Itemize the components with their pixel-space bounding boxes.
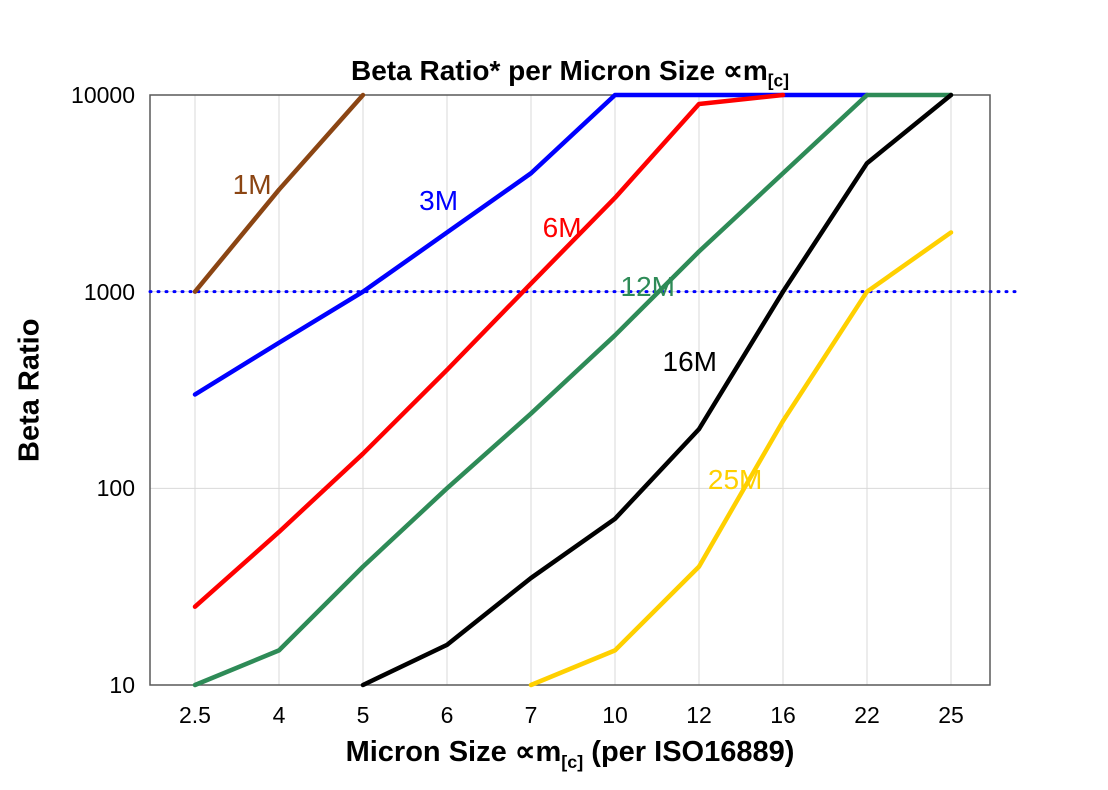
y-tick-label: 100 bbox=[96, 475, 135, 502]
x-tick-label: 16 bbox=[770, 702, 796, 728]
series-label-25M: 25M bbox=[707, 464, 763, 496]
y-tick-label: 1000 bbox=[83, 278, 135, 305]
x-tick-label: 2.5 bbox=[179, 702, 211, 728]
x-tick-label: 4 bbox=[272, 702, 286, 728]
x-tick-label: 7 bbox=[524, 702, 538, 728]
series-line-6M bbox=[192, 92, 786, 609]
chart-title: Beta Ratio* per Micron Size ∝m[c] bbox=[150, 54, 990, 92]
y-axis-label: Beta Ratio bbox=[13, 318, 46, 462]
y-tick-label: 10000 bbox=[71, 82, 135, 108]
x-tick-label: 22 bbox=[854, 702, 880, 728]
x-tick-label: 25 bbox=[938, 702, 964, 728]
y-tick-label: 10 bbox=[109, 672, 135, 698]
chart-title-text: Beta Ratio* per Micron Size ∝m bbox=[351, 55, 768, 86]
series-line-16M bbox=[360, 92, 954, 688]
x-axis-label-subscript: [c] bbox=[561, 751, 584, 772]
x-axis-label-pre: Micron Size ∝m bbox=[345, 736, 562, 768]
chart-title-subscript: [c] bbox=[767, 70, 789, 91]
series-label-3M: 3M bbox=[419, 184, 459, 216]
x-axis-label: Micron Size ∝m[c] (per ISO16889) bbox=[150, 734, 990, 773]
x-tick-label: 6 bbox=[440, 702, 454, 728]
series-label-6M: 6M bbox=[542, 212, 582, 244]
series-label-12M: 12M bbox=[620, 271, 675, 303]
series-label-1M: 1M bbox=[232, 168, 272, 200]
series-line-3M bbox=[192, 92, 870, 397]
x-axis-label-post: (per ISO16889) bbox=[583, 736, 795, 768]
plot-frame bbox=[149, 94, 991, 686]
x-tick-label: 10 bbox=[602, 702, 628, 728]
series-line-1M bbox=[192, 92, 366, 294]
series-line-25M bbox=[528, 230, 954, 688]
series-line-12M bbox=[192, 92, 954, 688]
x-tick-label: 12 bbox=[686, 702, 712, 728]
x-tick-label: 5 bbox=[356, 702, 370, 728]
series-label-16M: 16M bbox=[662, 345, 717, 377]
